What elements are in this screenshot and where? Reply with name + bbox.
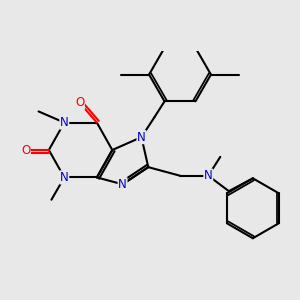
Text: N: N	[60, 171, 69, 184]
Text: O: O	[75, 96, 84, 110]
Text: N: N	[118, 178, 127, 191]
Text: O: O	[21, 143, 30, 157]
Text: N: N	[60, 116, 69, 129]
Text: N: N	[137, 130, 146, 144]
Text: N: N	[204, 169, 213, 182]
